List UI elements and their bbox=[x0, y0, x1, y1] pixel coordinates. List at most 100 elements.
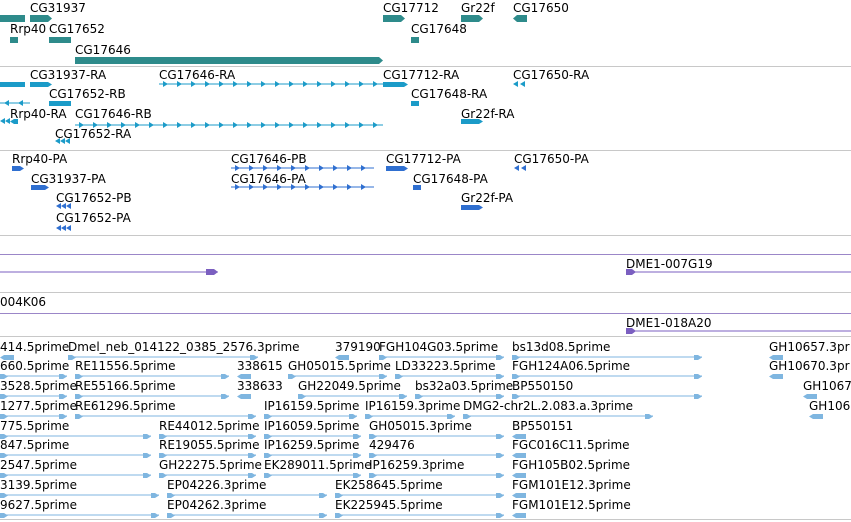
protein-label[interactable]: CG17652-PB bbox=[56, 191, 132, 205]
est-glyph[interactable] bbox=[496, 493, 504, 498]
clone-glyph[interactable] bbox=[626, 269, 636, 275]
est-glyph[interactable] bbox=[264, 473, 272, 478]
est-glyph[interactable] bbox=[694, 374, 702, 379]
clone-glyph[interactable] bbox=[206, 269, 218, 275]
est-glyph[interactable] bbox=[496, 394, 504, 399]
transcript-glyph[interactable] bbox=[49, 101, 71, 106]
est-label[interactable]: IP16259.3prime bbox=[369, 458, 465, 472]
est-label[interactable]: GH05015.3prime bbox=[369, 419, 472, 433]
transcript-label[interactable]: CG17648-RA bbox=[411, 87, 488, 101]
est-glyph[interactable] bbox=[248, 434, 256, 439]
est-glyph[interactable] bbox=[288, 374, 296, 379]
est-glyph[interactable] bbox=[379, 374, 387, 379]
gene-label[interactable]: CG31937 bbox=[30, 1, 86, 15]
est-glyph[interactable] bbox=[349, 414, 357, 419]
est-glyph[interactable] bbox=[143, 473, 151, 478]
clone-label[interactable]: DME1-018A20 bbox=[626, 316, 712, 330]
est-label[interactable]: 1277.5prime bbox=[0, 399, 77, 413]
est-label[interactable]: FGH105B02.5prime bbox=[512, 458, 631, 472]
protein-glyph[interactable] bbox=[461, 205, 483, 210]
est-label[interactable]: RE61296.5prime bbox=[75, 399, 176, 413]
est-glyph[interactable] bbox=[645, 414, 653, 419]
protein-label[interactable]: CG17648-PA bbox=[413, 172, 488, 186]
est-glyph[interactable] bbox=[59, 414, 67, 419]
est-glyph[interactable] bbox=[0, 414, 8, 419]
est-label[interactable]: BP550151 bbox=[512, 419, 574, 433]
gene-glyph[interactable] bbox=[383, 15, 405, 22]
est-label[interactable]: IP16159.5prime bbox=[264, 399, 360, 413]
est-glyph[interactable] bbox=[248, 473, 256, 478]
est-glyph[interactable] bbox=[496, 434, 504, 439]
est-label[interactable]: bs13d08.5prime bbox=[512, 340, 611, 354]
est-glyph[interactable] bbox=[512, 453, 526, 458]
est-glyph[interactable] bbox=[512, 493, 526, 498]
est-label[interactable]: IP16059.5prime bbox=[264, 419, 360, 433]
gene-label[interactable]: CG17650 bbox=[513, 1, 569, 15]
est-glyph[interactable] bbox=[496, 473, 504, 478]
gene-label[interactable]: Gr22f bbox=[461, 1, 495, 15]
est-glyph[interactable] bbox=[496, 453, 504, 458]
est-glyph[interactable] bbox=[221, 394, 229, 399]
transcript-glyph[interactable] bbox=[383, 82, 408, 87]
protein-glyph[interactable] bbox=[413, 185, 421, 190]
transcript-label[interactable]: CG31937-RA bbox=[30, 68, 107, 82]
est-glyph[interactable] bbox=[167, 493, 175, 498]
est-glyph[interactable] bbox=[395, 374, 403, 379]
protein-label[interactable]: Rrp40-PA bbox=[12, 152, 68, 166]
est-glyph[interactable] bbox=[512, 355, 520, 360]
est-glyph[interactable] bbox=[68, 355, 76, 360]
est-glyph[interactable] bbox=[694, 355, 702, 360]
est-label[interactable]: 847.5prime bbox=[0, 438, 70, 452]
est-glyph[interactable] bbox=[143, 434, 151, 439]
est-label[interactable]: RE11556.5prime bbox=[75, 359, 176, 373]
est-label[interactable]: RE44012.5prime bbox=[159, 419, 260, 433]
est-label[interactable]: EP04262.3prime bbox=[167, 498, 267, 512]
est-label[interactable]: 338615 bbox=[237, 359, 283, 373]
est-glyph[interactable] bbox=[319, 493, 327, 498]
est-glyph[interactable] bbox=[369, 473, 377, 478]
gene-label[interactable]: CG17712 bbox=[383, 1, 439, 15]
est-glyph[interactable] bbox=[335, 355, 349, 360]
protein-label[interactable]: Gr22f-PA bbox=[461, 191, 514, 205]
est-glyph[interactable] bbox=[0, 493, 8, 498]
est-glyph[interactable] bbox=[0, 394, 8, 399]
est-label[interactable]: GH10657.3pr bbox=[769, 340, 850, 354]
transcript-glyph[interactable] bbox=[461, 119, 483, 124]
est-glyph[interactable] bbox=[143, 453, 151, 458]
est-glyph[interactable] bbox=[0, 374, 8, 379]
gene-label[interactable]: Rrp40 bbox=[10, 22, 47, 36]
protein-label[interactable]: CG17652-PA bbox=[56, 211, 131, 225]
est-glyph[interactable] bbox=[369, 434, 377, 439]
est-glyph[interactable] bbox=[512, 513, 526, 518]
est-glyph[interactable] bbox=[512, 394, 520, 399]
est-label[interactable]: LD33223.5prime bbox=[395, 359, 496, 373]
est-label[interactable]: 9627.5prime bbox=[0, 498, 77, 512]
est-glyph[interactable] bbox=[512, 473, 526, 478]
est-glyph[interactable] bbox=[250, 355, 258, 360]
est-glyph[interactable] bbox=[0, 355, 14, 360]
est-label[interactable]: 429476 bbox=[369, 438, 415, 452]
est-glyph[interactable] bbox=[335, 493, 343, 498]
est-label[interactable]: EK258645.5prime bbox=[335, 478, 443, 492]
clone-glyph[interactable] bbox=[626, 328, 636, 334]
protein-label[interactable]: CG17646-PA bbox=[231, 172, 306, 186]
est-label[interactable]: 3528.5prime bbox=[0, 379, 77, 393]
est-glyph[interactable] bbox=[59, 374, 67, 379]
transcript-label[interactable]: CG17652-RA bbox=[55, 127, 132, 141]
est-label[interactable]: RE19055.5prime bbox=[159, 438, 260, 452]
est-label[interactable]: IP16159.3prime bbox=[365, 399, 461, 413]
est-label[interactable]: GH1067 bbox=[803, 379, 851, 393]
est-glyph[interactable] bbox=[237, 394, 251, 399]
est-glyph[interactable] bbox=[809, 414, 823, 419]
transcript-label[interactable]: CG17712-RA bbox=[383, 68, 460, 82]
est-glyph[interactable] bbox=[248, 414, 256, 419]
gene-glyph[interactable] bbox=[75, 57, 383, 64]
est-label[interactable]: FGM101E12.3prime bbox=[512, 478, 631, 492]
est-glyph[interactable] bbox=[248, 453, 256, 458]
est-label[interactable]: 414.5prime bbox=[0, 340, 70, 354]
est-label[interactable]: 775.5prime bbox=[0, 419, 70, 433]
est-glyph[interactable] bbox=[159, 453, 167, 458]
est-glyph[interactable] bbox=[353, 453, 361, 458]
est-glyph[interactable] bbox=[369, 453, 377, 458]
transcript-label[interactable]: CG17646-RA bbox=[159, 68, 236, 82]
